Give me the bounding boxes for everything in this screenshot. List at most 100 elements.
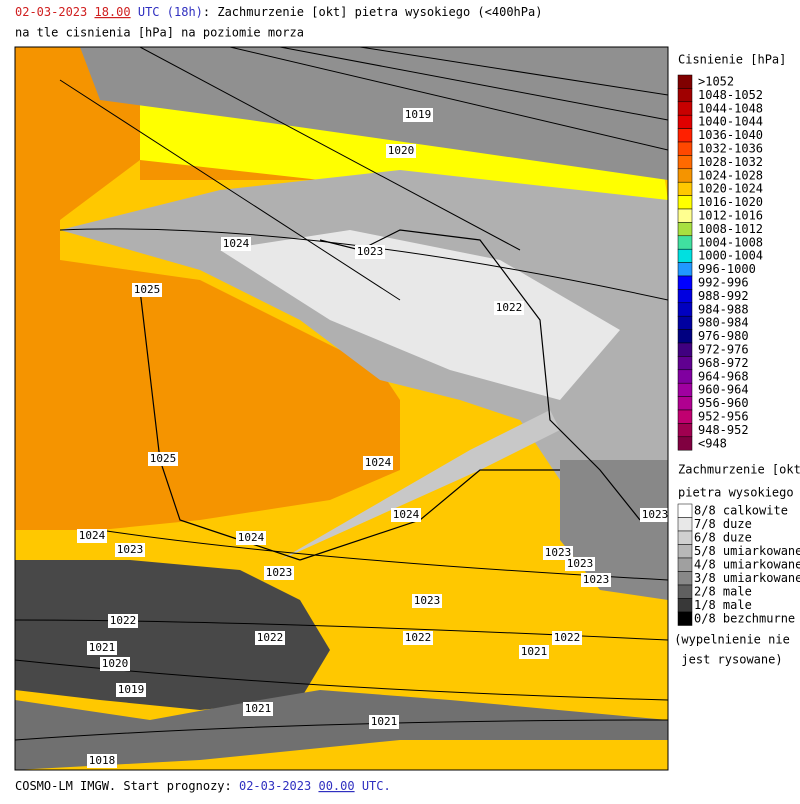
- swatch: [677, 289, 693, 304]
- lead: (18h): [167, 5, 203, 19]
- title: : Zachmurzenie [okt] pietra wysokiego (<…: [203, 5, 543, 19]
- note: (wypelnienie nie: [674, 633, 790, 647]
- swatch: [677, 101, 693, 116]
- isobar-label: 1021: [245, 702, 272, 715]
- isobar-label-box: [355, 245, 385, 259]
- isobar-label-box: [236, 531, 266, 545]
- swatch: [677, 571, 693, 586]
- isobar-label: 1020: [102, 657, 129, 670]
- footer-time: 00.00: [318, 779, 354, 793]
- isobar-label-box: [640, 508, 668, 522]
- swatch: [677, 235, 693, 250]
- isobar-label-box: [116, 683, 146, 697]
- legend-label: 992-996: [698, 276, 749, 290]
- isobar-label: 1022: [405, 631, 432, 644]
- isobar-label: 1024: [223, 237, 250, 250]
- isobar-label: 1022: [257, 631, 284, 644]
- legend-label: 1028-1032: [698, 155, 763, 169]
- swatch: [677, 128, 693, 143]
- swatch: [677, 423, 693, 438]
- isobar-label-box: [565, 557, 595, 571]
- swatch: [677, 315, 693, 330]
- legend-label: 960-964: [698, 383, 749, 397]
- swatch: [677, 262, 693, 277]
- legend-label: 1004-1008: [698, 235, 763, 249]
- isobar-label: 1018: [89, 754, 116, 767]
- isobar-label-box: [100, 657, 130, 671]
- swatch: [677, 382, 693, 397]
- legend-label: 1040-1044: [698, 115, 763, 129]
- isobar-label: 1024: [393, 508, 420, 521]
- swatch: [677, 275, 693, 290]
- isobar-label-box: [255, 631, 285, 645]
- isobar-label: 1023: [117, 543, 144, 556]
- isobar-label: 1022: [554, 631, 581, 644]
- legend-label: 2/8 male: [694, 585, 752, 599]
- footer-prefix: COSMO-LM IMGW. Start prognozy:: [15, 779, 232, 793]
- legend-label: 1000-1004: [698, 249, 763, 263]
- swatch: [677, 329, 693, 344]
- legend-label: 1048-1052: [698, 88, 763, 102]
- isobar-label: 1024: [365, 456, 392, 469]
- legend-label: 984-988: [698, 302, 749, 316]
- legend-label: 3/8 umiarkowane: [694, 571, 800, 585]
- isobar-label: 1019: [118, 683, 145, 696]
- isobar-label-box: [519, 645, 549, 659]
- legend-label: 988-992: [698, 289, 749, 303]
- isobar-label: 1022: [496, 301, 523, 314]
- date: 02-03-2023: [15, 5, 87, 19]
- isobar-label-box: [87, 754, 117, 768]
- isobar-label: 1021: [521, 645, 548, 658]
- isobar-label-box: [77, 529, 107, 543]
- legend-label: 1032-1036: [698, 142, 763, 156]
- legend-label: 4/8 umiarkowane: [694, 558, 800, 572]
- isobar-label: 1023: [583, 573, 610, 586]
- swatch: [677, 141, 693, 156]
- swatch: [677, 88, 693, 103]
- legend-label: <948: [698, 436, 727, 450]
- legend-label: 1024-1028: [698, 168, 763, 182]
- footer-zone: UTC.: [362, 779, 391, 793]
- zone: UTC: [138, 5, 160, 19]
- isobar-labels: 1019 1020 1024 1023 1022 1025 1025 1024 1024 1023…: [77, 108, 668, 768]
- swatch: [677, 181, 693, 196]
- legend-label: 964-968: [698, 369, 749, 383]
- subtitle: na tle cisnienia [hPa] na poziomie morza: [15, 26, 304, 40]
- swatch: [677, 557, 693, 572]
- swatch: [677, 611, 693, 626]
- legend-label: 972-976: [698, 343, 749, 357]
- isobar-label: 1019: [405, 108, 432, 121]
- swatch: [677, 114, 693, 129]
- isobar-label-box: [87, 641, 117, 655]
- isobar-label-box: [264, 566, 294, 580]
- isobar-label-box: [148, 452, 178, 466]
- swatch: [677, 530, 693, 545]
- swatch: [677, 503, 693, 518]
- swatch: [677, 544, 693, 559]
- legend-label: 5/8 umiarkowane: [694, 544, 800, 558]
- isobar-label-box: [494, 301, 524, 315]
- time: 18.00: [94, 5, 130, 19]
- legend-label: 7/8 duze: [694, 517, 752, 531]
- isobar-label-box: [132, 283, 162, 297]
- swatch: [677, 222, 693, 237]
- pressure-legend-title: Cisnienie [hPa]: [678, 53, 786, 67]
- legend-label: 0/8 bezchmurne: [694, 612, 795, 626]
- legend-label: 996-1000: [698, 262, 756, 276]
- legend-label: 1016-1020: [698, 195, 763, 209]
- header-line: 02-03-2023 18.00 UTC (18h): Zachmurzenie…: [15, 5, 542, 19]
- swatch: [677, 436, 693, 451]
- isobar-label: 1023: [545, 546, 572, 559]
- legend-label: 1044-1048: [698, 101, 763, 115]
- swatch: [677, 195, 693, 210]
- legend-label: 1036-1040: [698, 128, 763, 142]
- legend-label: 976-980: [698, 329, 749, 343]
- map-frame: [14, 46, 669, 771]
- swatch: [677, 396, 693, 411]
- swatch: [677, 248, 693, 263]
- swatch: [677, 342, 693, 357]
- isobar-label: 1020: [388, 144, 415, 157]
- swatch: [677, 155, 693, 170]
- isobar-label-box: [115, 543, 145, 557]
